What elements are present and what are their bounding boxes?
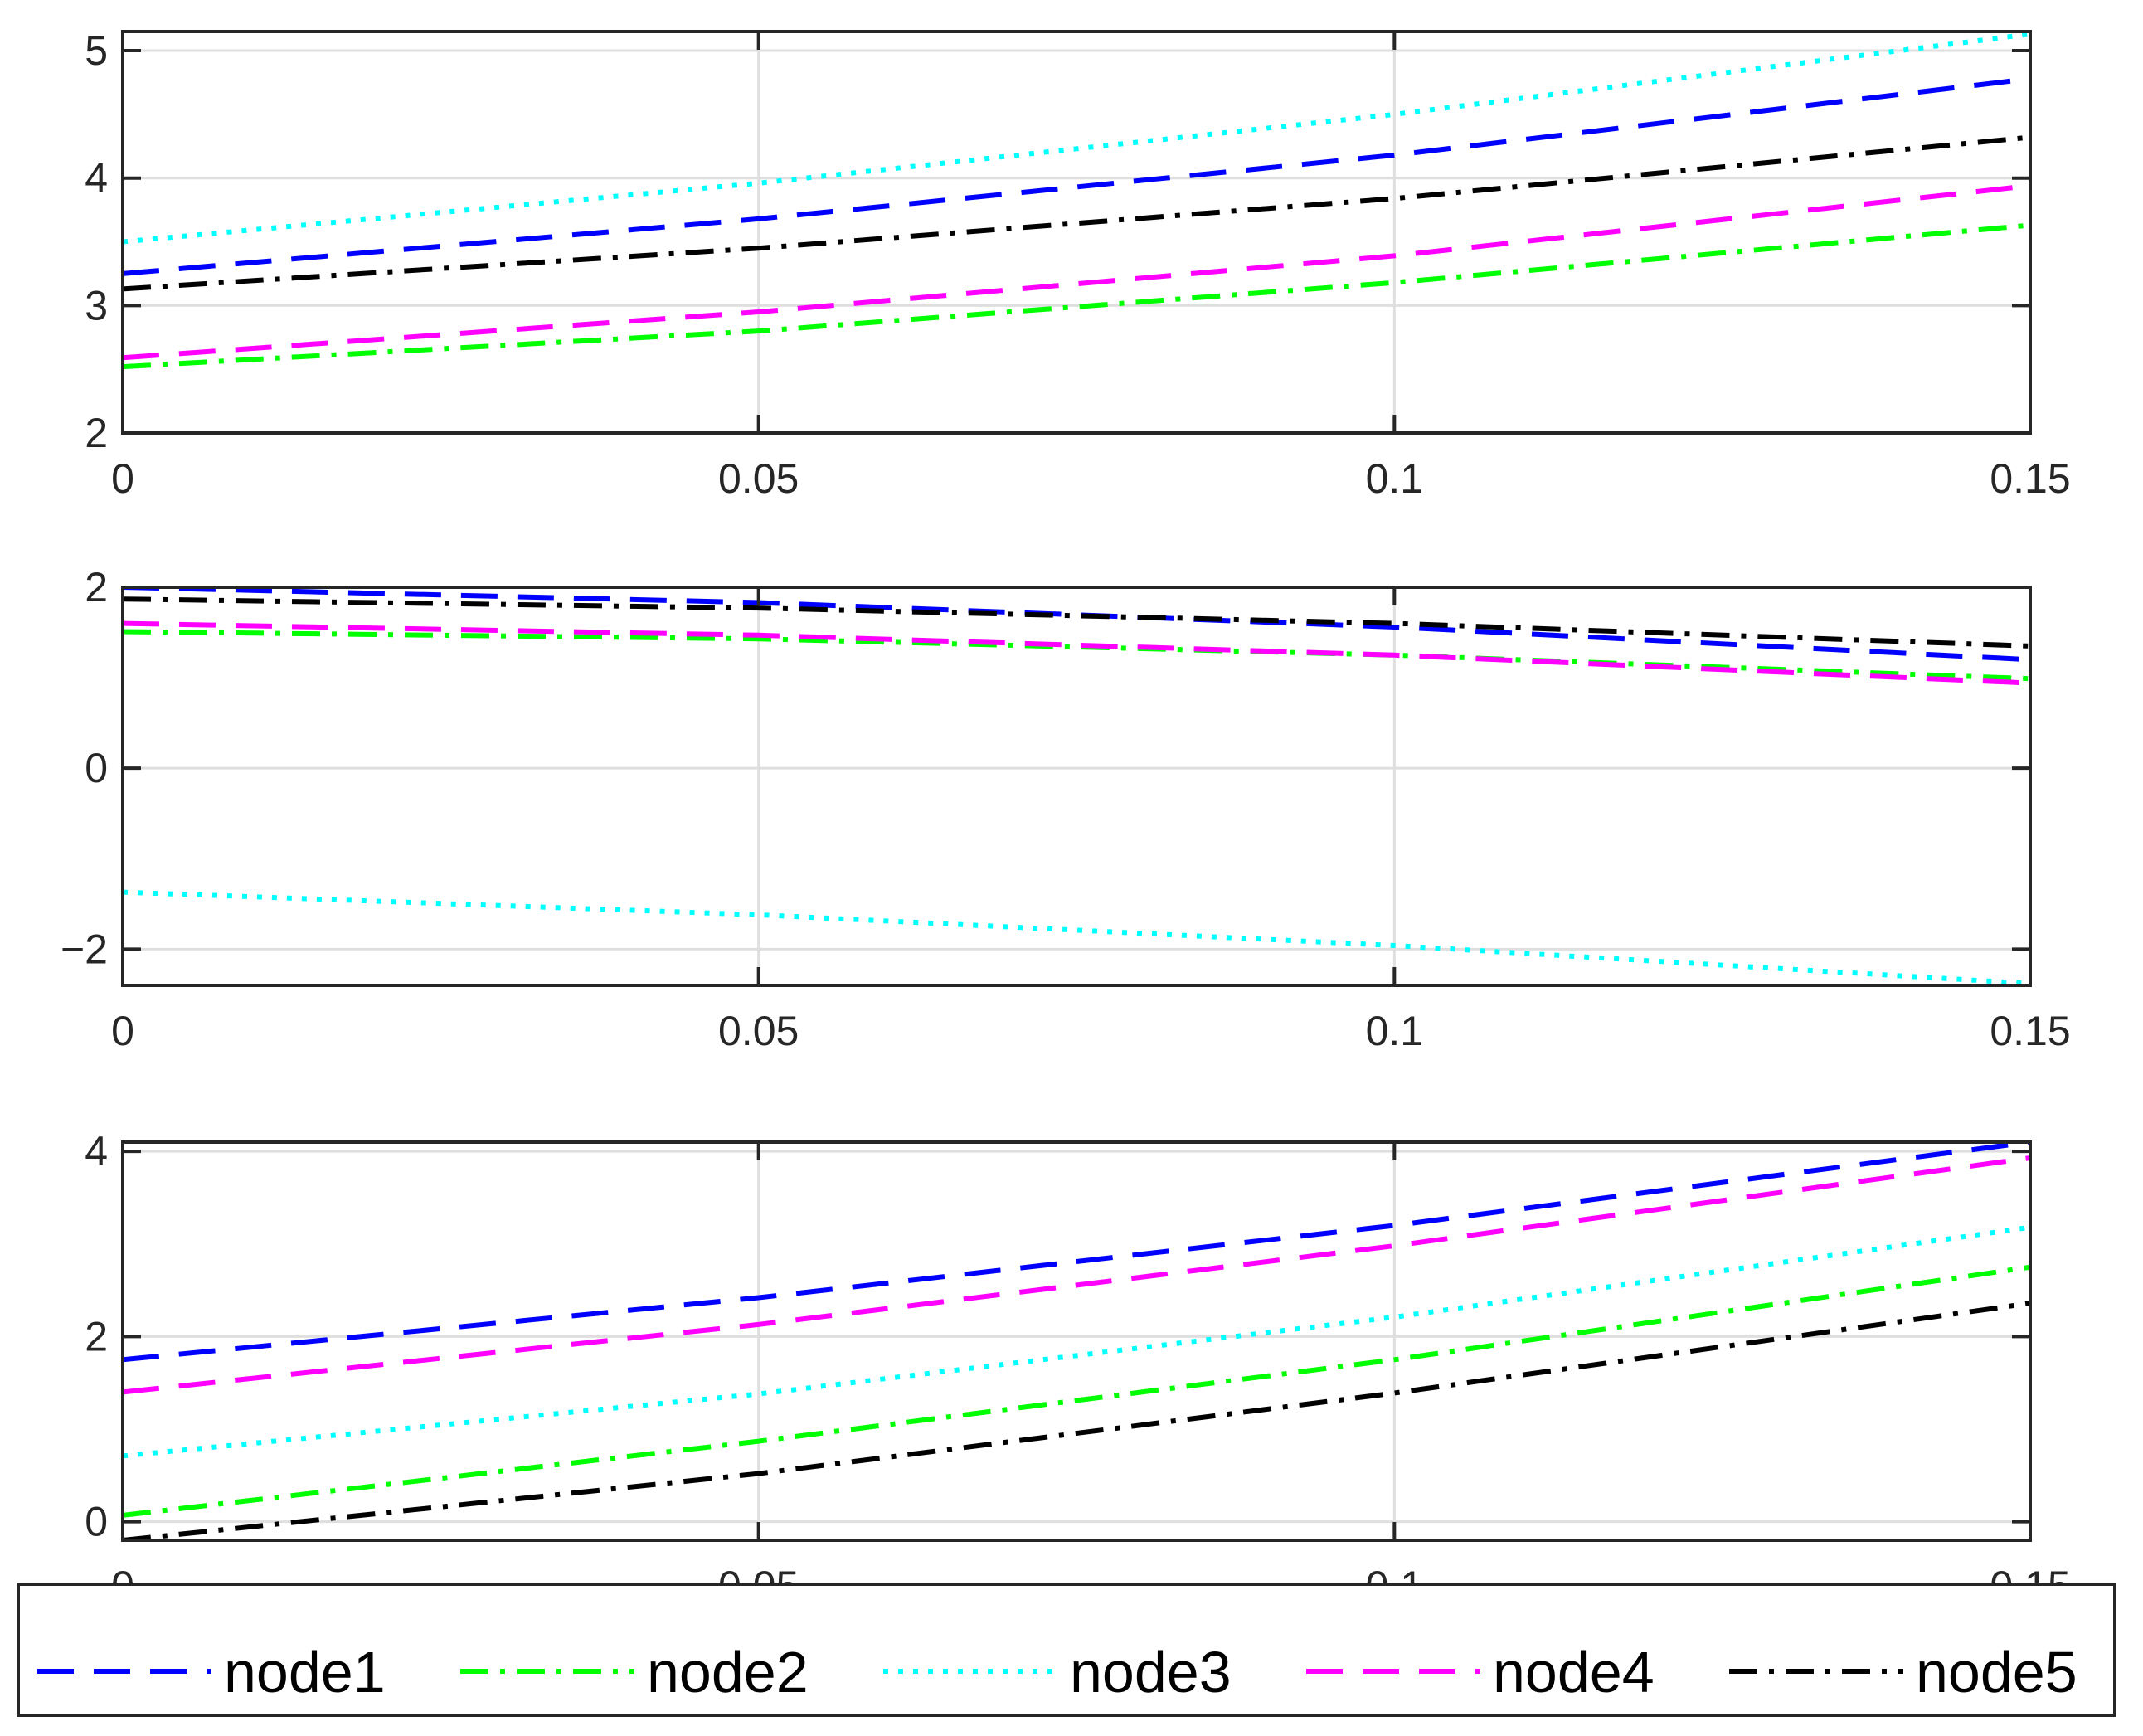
axes-box: [121, 586, 2032, 987]
legend-box: [17, 1583, 2116, 1717]
series-line-node4: [123, 620, 2030, 686]
subplot-3: 00.050.10.15024: [85, 1128, 2070, 1609]
series-line-node1: [123, 1142, 2030, 1363]
legend-label-node5: node5: [1916, 1640, 2077, 1704]
legend-label-node2: node2: [647, 1640, 809, 1704]
series-line-node4: [123, 1155, 2030, 1395]
series-line-node2: [123, 222, 2030, 370]
subplot-2: 0 0.05 0.1 0.15−202: [61, 564, 2071, 1054]
series-line-node1: [123, 75, 2030, 276]
series-line-node5: [123, 1301, 2030, 1540]
subplot-1: 0 0.05 0.1 0.15 2 3 4 5: [85, 27, 2070, 502]
y-tick-label: −2: [61, 926, 108, 972]
y-tick-label: 3: [85, 282, 108, 328]
series-line-node1: [123, 587, 2030, 663]
y-tick-label: 2: [85, 410, 108, 456]
x-tick-label: 0.05: [718, 1008, 799, 1054]
x-tick-label: 0.15: [1990, 455, 2070, 502]
x-tick-label: 0.1: [1366, 455, 1424, 502]
series-line-node4: [123, 182, 2030, 361]
y-tick-label: 0: [85, 745, 108, 791]
legend-label-node1: node1: [224, 1640, 386, 1704]
axes-box: [121, 30, 2032, 435]
series-line-node5: [123, 134, 2030, 292]
plot-area: [123, 587, 2030, 985]
legend-label-node3: node3: [1070, 1640, 1232, 1704]
axes-box: [121, 1140, 2032, 1542]
y-tick-label: 2: [85, 1313, 108, 1359]
x-tick-label: 0: [111, 455, 134, 502]
series-line-node3: [123, 1224, 2030, 1459]
x-tick-label: 0.05: [718, 455, 799, 502]
series-line-node3: [123, 889, 2030, 985]
subplot-panels: 00.050.10.15234500.050.10.15−20200.050.1…: [61, 27, 2071, 1609]
series-line-node5: [123, 596, 2030, 649]
y-tick-label: 4: [85, 155, 108, 202]
legend: node1 node2 node3 node4 node5: [17, 1583, 2116, 1717]
y-tick-label: 0: [85, 1499, 108, 1545]
plot-area: [123, 1142, 2030, 1540]
y-tick-label: 4: [85, 1128, 108, 1174]
series-line-node3: [123, 32, 2030, 245]
y-tick-label: 5: [85, 27, 108, 74]
y-tick-label: 2: [85, 564, 108, 610]
x-tick-label: 0.1: [1366, 1008, 1424, 1054]
legend-label-node4: node4: [1493, 1640, 1655, 1704]
x-tick-label: 0: [111, 1008, 134, 1054]
series-line-node2: [123, 1264, 2030, 1518]
x-tick-label: 0.15: [1990, 1008, 2070, 1054]
plot-area: [123, 32, 2030, 433]
